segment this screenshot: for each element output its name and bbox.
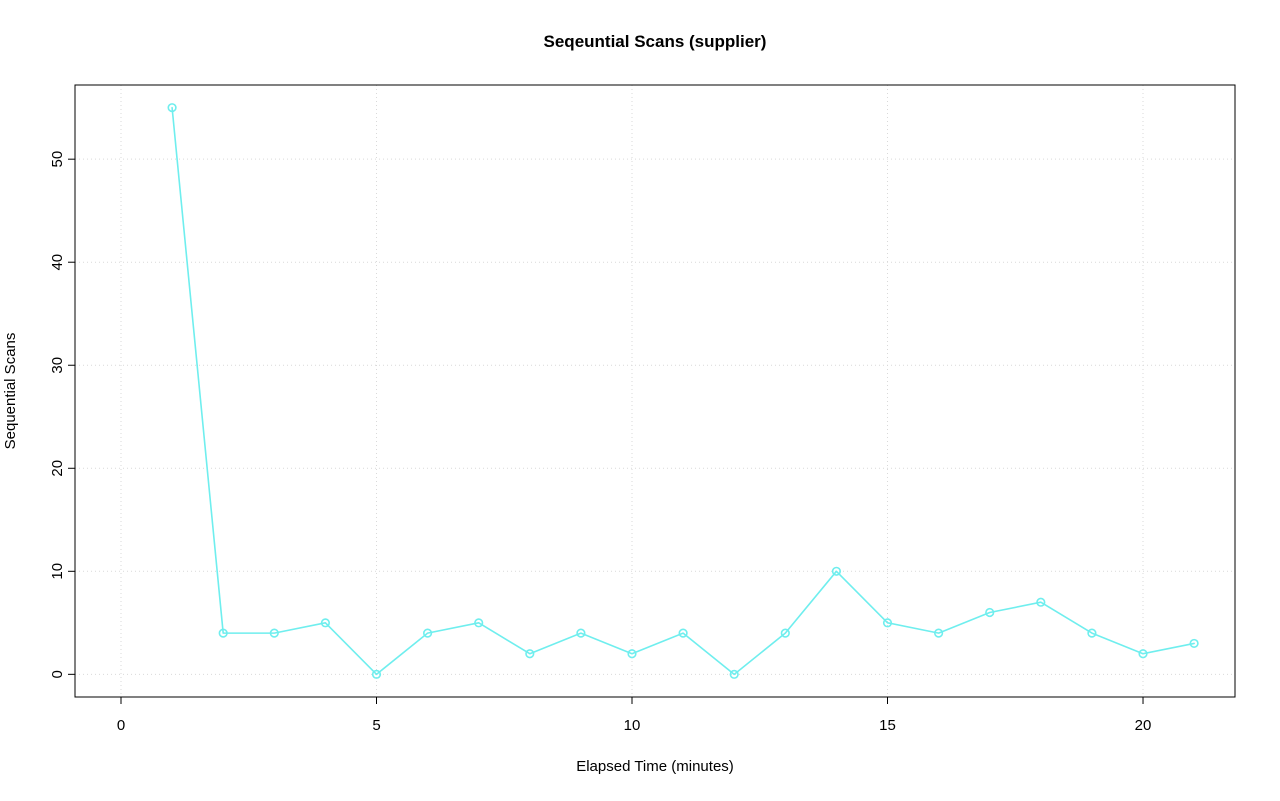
- data-point-marker: [218, 628, 228, 638]
- data-point-marker: [525, 649, 535, 659]
- data-point-marker: [985, 607, 995, 618]
- x-tick-label: 15: [879, 717, 896, 734]
- data-point-marker: [729, 669, 739, 679]
- y-tick-label: 40: [49, 254, 66, 271]
- y-tick-label: 30: [49, 357, 66, 374]
- data-point-marker: [1189, 638, 1199, 649]
- chart-title: Seqeuntial Scans (supplier): [544, 32, 767, 51]
- x-tick-label: 20: [1135, 717, 1152, 734]
- data-point-marker: [269, 628, 279, 638]
- data-point-marker: [831, 566, 842, 576]
- grid-lines: [75, 85, 1235, 697]
- data-point-marker: [1138, 649, 1148, 659]
- y-tick-label: 20: [49, 460, 66, 477]
- data-series: [167, 103, 1199, 679]
- series-line: [171, 106, 1195, 676]
- x-tick-label: 0: [117, 717, 125, 734]
- data-point-marker: [934, 628, 944, 638]
- plot-box: [74, 84, 1236, 698]
- data-point-marker: [422, 628, 433, 638]
- x-tick-label: 10: [624, 717, 641, 734]
- data-point-marker: [576, 628, 586, 638]
- y-tick-label: 50: [49, 151, 66, 168]
- data-point-marker: [320, 618, 330, 628]
- x-tick-label: 5: [372, 717, 380, 734]
- data-point-marker: [474, 618, 484, 628]
- data-point-marker: [1087, 628, 1097, 638]
- data-point-marker: [371, 669, 382, 679]
- data-point-marker: [678, 628, 688, 638]
- data-point-marker: [780, 628, 790, 638]
- axes: 0 5 10 15 20 0 10 20 30 40 50: [49, 84, 1236, 734]
- data-point-marker: [167, 103, 177, 113]
- y-tick-label: 0: [49, 670, 66, 678]
- data-point-marker: [1036, 597, 1046, 607]
- y-tick-label: 10: [49, 563, 66, 580]
- y-axis-label: Sequential Scans: [2, 333, 19, 450]
- data-point-marker: [627, 649, 637, 659]
- data-point-marker: [882, 618, 893, 628]
- x-axis-label: Elapsed Time (minutes): [576, 758, 734, 775]
